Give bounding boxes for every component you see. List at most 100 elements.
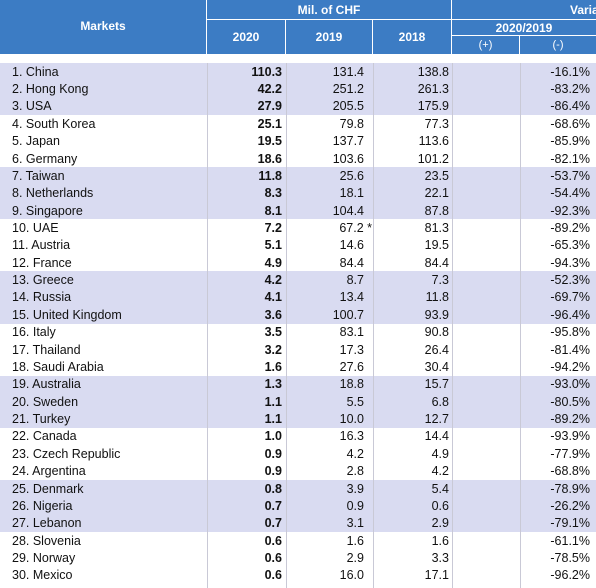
value-2019: 16.0 [339,568,364,583]
value-2019: 100.7 [332,307,364,322]
variance-minus: -85.9% [550,134,590,149]
variance-minus: -69.7% [550,290,590,305]
value-2020: 110.3 [251,64,282,79]
value-2019: 3.1 [346,516,364,531]
value-2019: 18.1 [339,186,364,201]
row-band [0,566,596,585]
value-2019: 17.3 [339,342,364,357]
value-2019: 18.8 [339,377,364,392]
variance-minus: -53.7% [550,168,590,183]
market: 23. Czech Republic [12,446,121,461]
variance-minus: -65.3% [550,238,590,253]
value-2018: 1.6 [431,533,449,548]
value-2020: 1.3 [264,377,282,392]
value-2019: 103.6 [332,151,364,166]
row-band [0,132,596,150]
row-band [0,340,596,359]
variance-minus: -61.1% [550,533,590,548]
market: 11. Austria [12,238,71,253]
value-2020: 8.1 [264,203,282,218]
value-2019: 14.6 [339,238,364,253]
market: 17. Thailand [12,342,81,357]
market: 10. UAE [12,221,59,235]
market: 29. Norway [12,551,76,566]
header-period: 2020/2019 [452,20,596,36]
market: 5. Japan [12,134,60,149]
variance-minus: -94.3% [550,255,590,270]
value-2018: 84.4 [424,255,449,270]
variance-minus: -94.2% [550,359,590,374]
market: 20. Sweden [12,394,79,409]
market: 19. Australia [12,377,81,392]
variance-minus: -52.3% [550,273,590,288]
header-year: 2019 [286,20,373,55]
value-2019: 25.6 [339,168,364,183]
value-2020: 7.2 [264,221,282,235]
value-2018: 138.8 [417,64,449,79]
column-divider [452,63,453,588]
variance-minus: -96.2% [550,568,590,583]
header-year: 2018 [373,20,452,55]
value-2019: 10.0 [339,412,364,427]
row-band [0,254,596,272]
value-2018: 4.9 [431,446,449,461]
value-2019: 27.6 [339,359,364,374]
row-band [0,514,596,532]
market: 7. Taiwan [12,168,65,183]
market: 4. South Korea [12,116,96,131]
variance-minus: -79.1% [550,516,590,531]
variance-minus: -96.4% [550,307,590,322]
market: 27. Lebanon [12,516,82,531]
column-divider [207,63,208,588]
column-divider [286,63,287,588]
header-markets: Markets [0,0,207,55]
value-2020: 0.6 [264,551,282,566]
row-band [0,358,596,376]
value-2018: 12.7 [424,412,449,427]
row-band [0,497,596,515]
variance-minus: -54.4% [550,186,590,201]
row-band [0,201,596,220]
value-2019: 2.9 [346,551,364,566]
value-2019: 3.9 [346,481,364,496]
variance-minus: -89.2% [550,412,590,427]
value-2018: 77.3 [424,116,449,131]
market: 14. Russia [12,290,72,305]
header-year: 2020 [207,20,286,55]
value-2018: 30.4 [424,359,449,374]
value-2019: 5.5 [346,394,364,409]
variance-minus: -80.5% [550,394,590,409]
value-2020: 3.6 [264,307,282,322]
value-2020: 4.1 [264,290,282,305]
value-2019: 16.3 [339,429,364,444]
variance-minus: -93.9% [550,429,590,444]
value-2019: 67.2 * [339,221,372,235]
value-2019: 2.8 [346,464,364,479]
row-band [0,149,596,168]
value-2020: 4.2 [264,273,282,288]
value-2020: 0.6 [264,533,282,548]
market: 3. USA [12,99,52,114]
market: 25. Denmark [12,481,84,496]
variance-minus: -78.5% [550,551,590,566]
market: 18. Saudi Arabia [12,359,104,374]
variance-minus: -77.9% [550,446,590,461]
value-2020: 0.7 [264,516,282,531]
row-band [0,410,596,428]
row-band [0,375,596,394]
variance-minus: -16.1% [550,64,590,79]
value-2020: 1.0 [264,429,282,444]
value-2018: 0.6 [431,498,449,513]
market: 22. Canada [12,429,77,444]
variance-minus: -68.8% [550,464,590,479]
header-variance: Varia [452,0,596,20]
market: 9. Singapore [12,203,83,218]
variance-minus: -81.4% [550,342,590,357]
market: 28. Slovenia [12,533,81,548]
variance-minus: -89.2% [550,221,590,235]
variance-minus: -92.3% [550,203,590,218]
value-2018: 93.9 [424,307,449,322]
market: 13. Greece [12,273,74,288]
value-2018: 2.9 [431,516,449,531]
